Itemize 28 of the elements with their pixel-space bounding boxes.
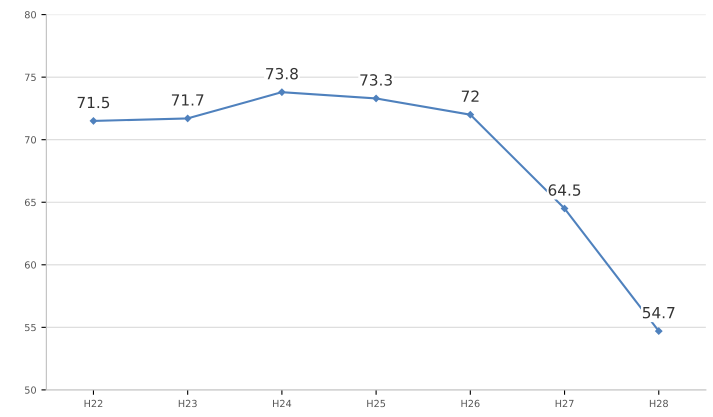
x-tick-label: H22 xyxy=(84,400,102,408)
x-tick-label: H24 xyxy=(273,400,292,408)
data-label: 73.3 xyxy=(360,74,392,86)
y-tick-label: 70 xyxy=(25,136,36,144)
data-label: 71.5 xyxy=(78,96,110,108)
data-label: 54.7 xyxy=(642,307,674,318)
data-label: 73.8 xyxy=(266,68,298,80)
y-tick-label: 65 xyxy=(24,198,36,206)
x-tick-label: H23 xyxy=(178,400,197,408)
point xyxy=(184,114,192,122)
x-tick-label: H25 xyxy=(367,400,386,408)
data-label: 64.5 xyxy=(548,184,580,196)
point xyxy=(466,111,474,118)
y-tick-label: 60 xyxy=(24,261,36,269)
x-tick-label: H26 xyxy=(461,400,480,408)
point xyxy=(372,94,380,102)
point xyxy=(560,204,568,212)
y-tick-label: 55 xyxy=(25,324,36,332)
point xyxy=(90,117,98,125)
point xyxy=(655,327,662,335)
x-tick-label: H28 xyxy=(650,400,668,408)
data-label: 71.7 xyxy=(172,94,204,106)
y-tick-label: 75 xyxy=(25,74,36,81)
y-tick-label: 80 xyxy=(24,11,36,18)
data-label: 72 xyxy=(462,90,479,102)
x-tick-label: H27 xyxy=(556,400,574,408)
point xyxy=(278,88,286,96)
y-tick-label: 50 xyxy=(25,386,36,394)
